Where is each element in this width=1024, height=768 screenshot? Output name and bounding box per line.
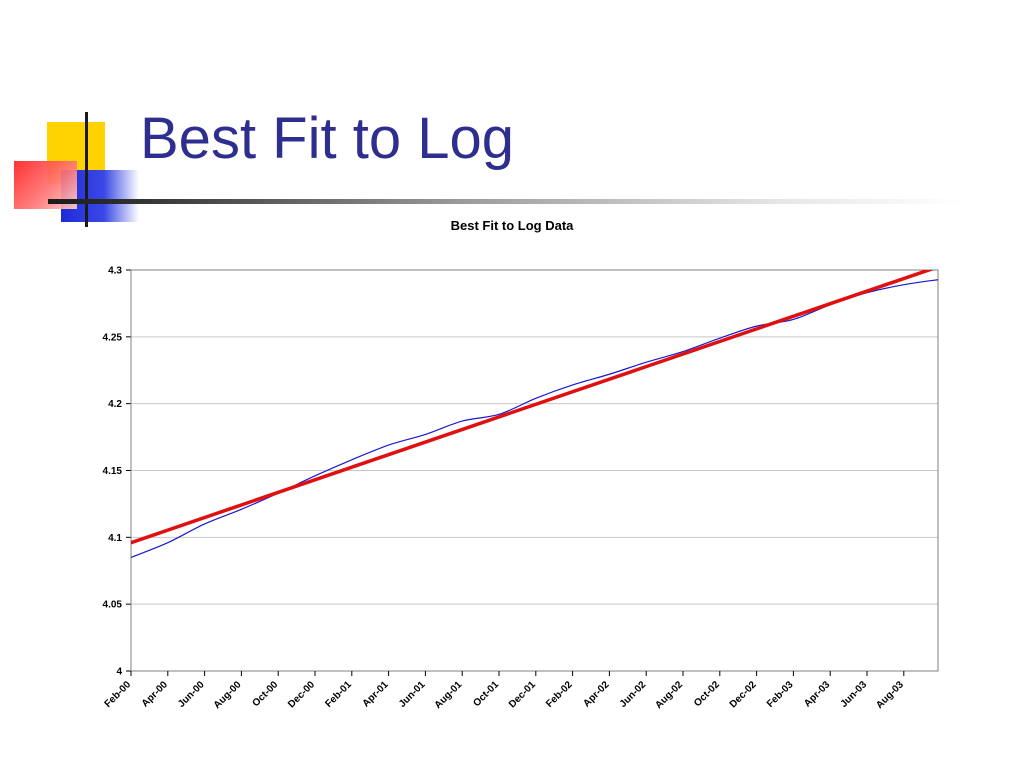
decor-vertical-line <box>85 112 88 227</box>
x-tick-label: Dec-00 <box>286 679 317 710</box>
y-tick-label: 4.25 <box>103 332 123 343</box>
series-line-best-fit <box>131 270 935 545</box>
series-line-log-data <box>131 279 938 558</box>
chart-title: Best Fit to Log Data <box>450 218 574 233</box>
x-tick-label: Feb-02 <box>544 679 575 710</box>
x-tick-label: Jun-01 <box>397 679 428 710</box>
x-tick-label: Apr-00 <box>140 679 170 709</box>
x-tick-label: Apr-03 <box>802 679 832 709</box>
x-tick-label: Dec-01 <box>507 679 538 710</box>
x-tick-label: Aug-02 <box>653 679 685 711</box>
y-tick-label: 4 <box>116 667 122 678</box>
x-tick-label: Oct-00 <box>251 679 281 709</box>
x-tick-label: Oct-01 <box>471 679 501 709</box>
x-tick-label: Feb-01 <box>323 679 354 710</box>
title-underline <box>48 199 963 204</box>
x-tick-label: Apr-02 <box>581 679 611 709</box>
y-tick-label: 4.1 <box>108 533 122 544</box>
y-tick-label: 4.2 <box>108 399 122 410</box>
x-tick-label: Aug-01 <box>433 679 465 711</box>
y-tick-label: 4.15 <box>103 466 123 477</box>
x-tick-label: Aug-03 <box>874 679 906 711</box>
y-tick-label: 4.05 <box>103 600 123 611</box>
x-tick-label: Feb-03 <box>765 679 796 710</box>
x-tick-label: Apr-01 <box>361 679 391 709</box>
x-tick-label: Jun-02 <box>618 679 649 710</box>
x-tick-label: Feb-00 <box>103 679 134 710</box>
x-tick-label: Oct-02 <box>692 679 722 709</box>
x-tick-label: Jun-00 <box>176 679 207 710</box>
x-tick-label: Aug-00 <box>212 679 244 711</box>
x-tick-label: Dec-02 <box>728 679 759 710</box>
plot-area <box>130 269 939 672</box>
slide-title: Best Fit to Log <box>140 106 514 171</box>
y-tick-label: 4.3 <box>108 266 122 277</box>
x-tick-label: Jun-03 <box>839 679 870 710</box>
